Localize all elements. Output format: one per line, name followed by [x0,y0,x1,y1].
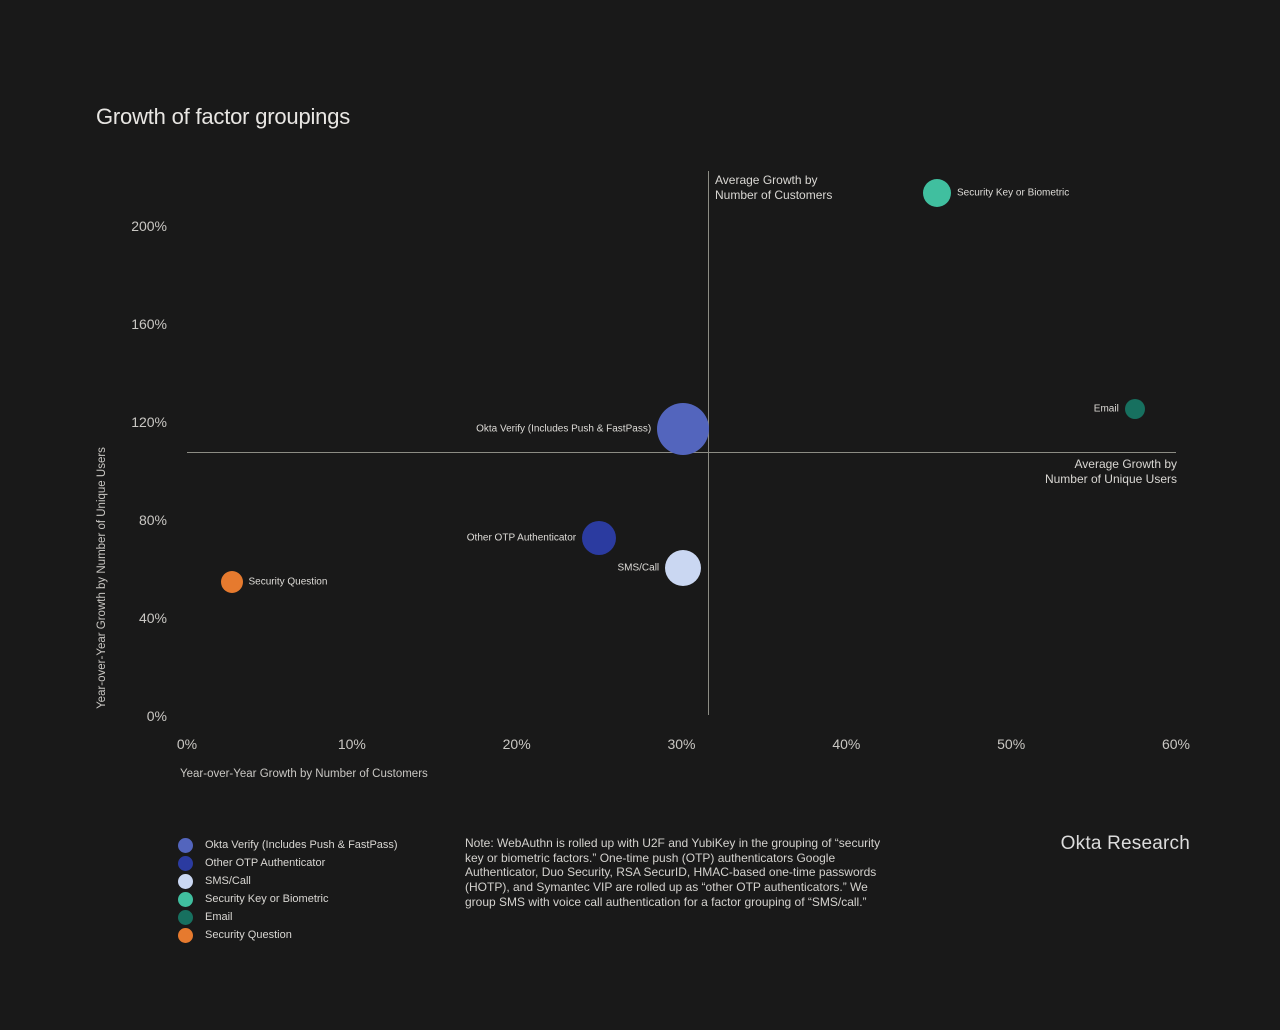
sms-call-bubble [665,549,702,586]
avg-users-annotation-line2: Number of Unique Users [1044,471,1177,486]
legend-item-label: SMS/Call [205,875,251,887]
other-otp-authenticator-label: Other OTP Authenticator [466,532,577,544]
legend-item-label: Okta Verify (Includes Push & FastPass) [205,839,398,851]
okta-verify-includes-push-fastpass-label: Okta Verify (Includes Push & FastPass) [476,423,652,435]
legend-item-label: Security Question [205,929,292,941]
x-tick-40: 40% [832,736,861,752]
legend-item-email: Email [178,908,398,926]
x-tick-0: 0% [176,736,198,752]
avg-customers-reference-line [707,171,709,715]
legend-item-other-otp-authenticator: Other OTP Authenticator [178,854,398,872]
legend-dot-icon [178,837,193,853]
y-tick-160: 160% [131,316,167,332]
legend-item-label: Security Key or Biometric [205,893,329,905]
legend-item-label: Other OTP Authenticator [205,857,326,869]
legend-dot-icon [178,873,193,889]
avg-customers-annotation: Average Growth by Number of Customers [715,173,832,202]
note-text: Note: WebAuthn is rolled up with U2F and… [465,836,881,909]
security-key-or-biometric-bubble [922,178,951,207]
legend-item-label: Email [205,911,233,923]
legend: Okta Verify (Includes Push & FastPass) Ot… [178,836,398,944]
x-axis-title: Year-over-Year Growth by Number of Custo… [180,768,428,780]
x-tick-30: 30% [667,736,696,752]
avg-users-annotation: Average Growth by Number of Unique Users [1045,457,1177,486]
email-label: Email [1093,403,1119,415]
legend-item-sms-call: SMS/Call [178,872,398,890]
legend-dot-icon [178,927,193,943]
y-tick-80: 80% [138,512,167,528]
email-bubble [1124,398,1145,419]
y-tick-120: 120% [131,414,167,430]
chart-title: Growth of factor groupings [96,104,351,129]
legend-dot-icon [178,855,193,871]
y-axis-title: Year-over-Year Growth by Number of Uniqu… [96,447,108,709]
okta-verify-includes-push-fastpass-bubble [657,403,710,456]
y-tick-0: 0% [146,708,167,724]
y-tick-40: 40% [138,610,167,626]
brand-label: Okta Research [1060,833,1190,854]
security-question-bubble [220,571,243,594]
legend-dot-icon [178,891,193,907]
legend-item-security-key-or-biometric: Security Key or Biometric [178,890,398,908]
legend-item-okta-verify-includes-push-fastpass: Okta Verify (Includes Push & FastPass) [178,836,398,854]
avg-customers-annotation-line2: Number of Customers [715,187,833,202]
sms-call-label: SMS/Call [617,562,660,574]
y-tick-200: 200% [131,218,167,234]
avg-customers-annotation-line1: Average Growth by [715,173,818,187]
legend-dot-icon [178,909,193,925]
legend-item-security-question: Security Question [178,926,398,944]
other-otp-authenticator-bubble [582,521,617,556]
security-key-or-biometric-label: Security Key or Biometric [956,187,1070,199]
x-tick-10: 10% [337,736,366,752]
x-tick-60: 60% [1161,736,1191,752]
avg-users-annotation-line1: Average Growth by [1074,457,1178,471]
x-tick-50: 50% [997,736,1026,752]
x-tick-20: 20% [502,736,531,752]
security-question-label: Security Question [248,576,328,588]
